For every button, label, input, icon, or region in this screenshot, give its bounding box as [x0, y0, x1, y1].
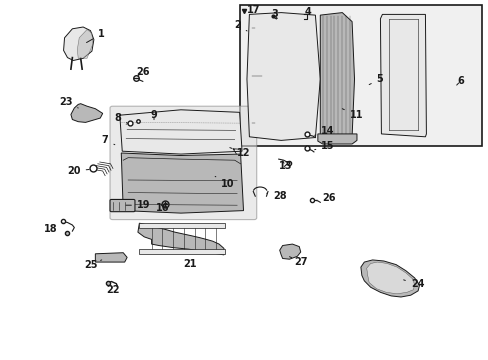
Polygon shape: [121, 153, 243, 213]
Text: 27: 27: [289, 257, 307, 267]
Text: 6: 6: [456, 76, 463, 86]
Text: 12: 12: [229, 148, 250, 158]
Text: 25: 25: [84, 260, 102, 270]
Polygon shape: [139, 249, 224, 254]
Text: 13: 13: [278, 161, 292, 171]
Text: 10: 10: [215, 176, 234, 189]
Polygon shape: [120, 110, 242, 154]
Text: 22: 22: [106, 285, 120, 295]
Text: 20: 20: [67, 166, 89, 176]
Polygon shape: [360, 260, 419, 297]
Text: 23: 23: [59, 96, 78, 108]
Polygon shape: [380, 14, 426, 137]
Polygon shape: [279, 244, 300, 259]
Polygon shape: [317, 134, 356, 144]
Text: 2: 2: [234, 20, 246, 31]
Text: 24: 24: [403, 279, 424, 289]
Text: 19: 19: [126, 200, 150, 210]
Text: 11: 11: [342, 109, 363, 120]
Text: 1: 1: [86, 29, 104, 42]
Text: 18: 18: [44, 223, 63, 234]
Text: 8: 8: [114, 113, 127, 123]
Text: 26: 26: [136, 67, 149, 77]
Polygon shape: [246, 13, 320, 140]
Polygon shape: [95, 253, 127, 262]
Text: 14: 14: [314, 126, 334, 136]
Text: 3: 3: [271, 9, 278, 19]
Text: 15: 15: [314, 141, 334, 151]
Text: 16: 16: [155, 203, 169, 213]
Polygon shape: [366, 262, 414, 294]
Polygon shape: [77, 30, 93, 58]
Text: 28: 28: [266, 191, 286, 201]
Text: 7: 7: [102, 135, 115, 145]
FancyBboxPatch shape: [110, 106, 256, 220]
Text: 21: 21: [183, 258, 196, 269]
Polygon shape: [139, 223, 224, 228]
Polygon shape: [71, 104, 102, 122]
Text: 4: 4: [304, 6, 310, 17]
Bar: [239, 5, 481, 146]
Text: 17: 17: [246, 5, 260, 15]
Polygon shape: [63, 27, 94, 60]
Polygon shape: [320, 13, 354, 140]
Text: 5: 5: [368, 74, 383, 85]
Polygon shape: [138, 223, 224, 255]
Text: 26: 26: [315, 193, 336, 203]
Text: 9: 9: [150, 110, 157, 120]
FancyBboxPatch shape: [110, 199, 135, 212]
